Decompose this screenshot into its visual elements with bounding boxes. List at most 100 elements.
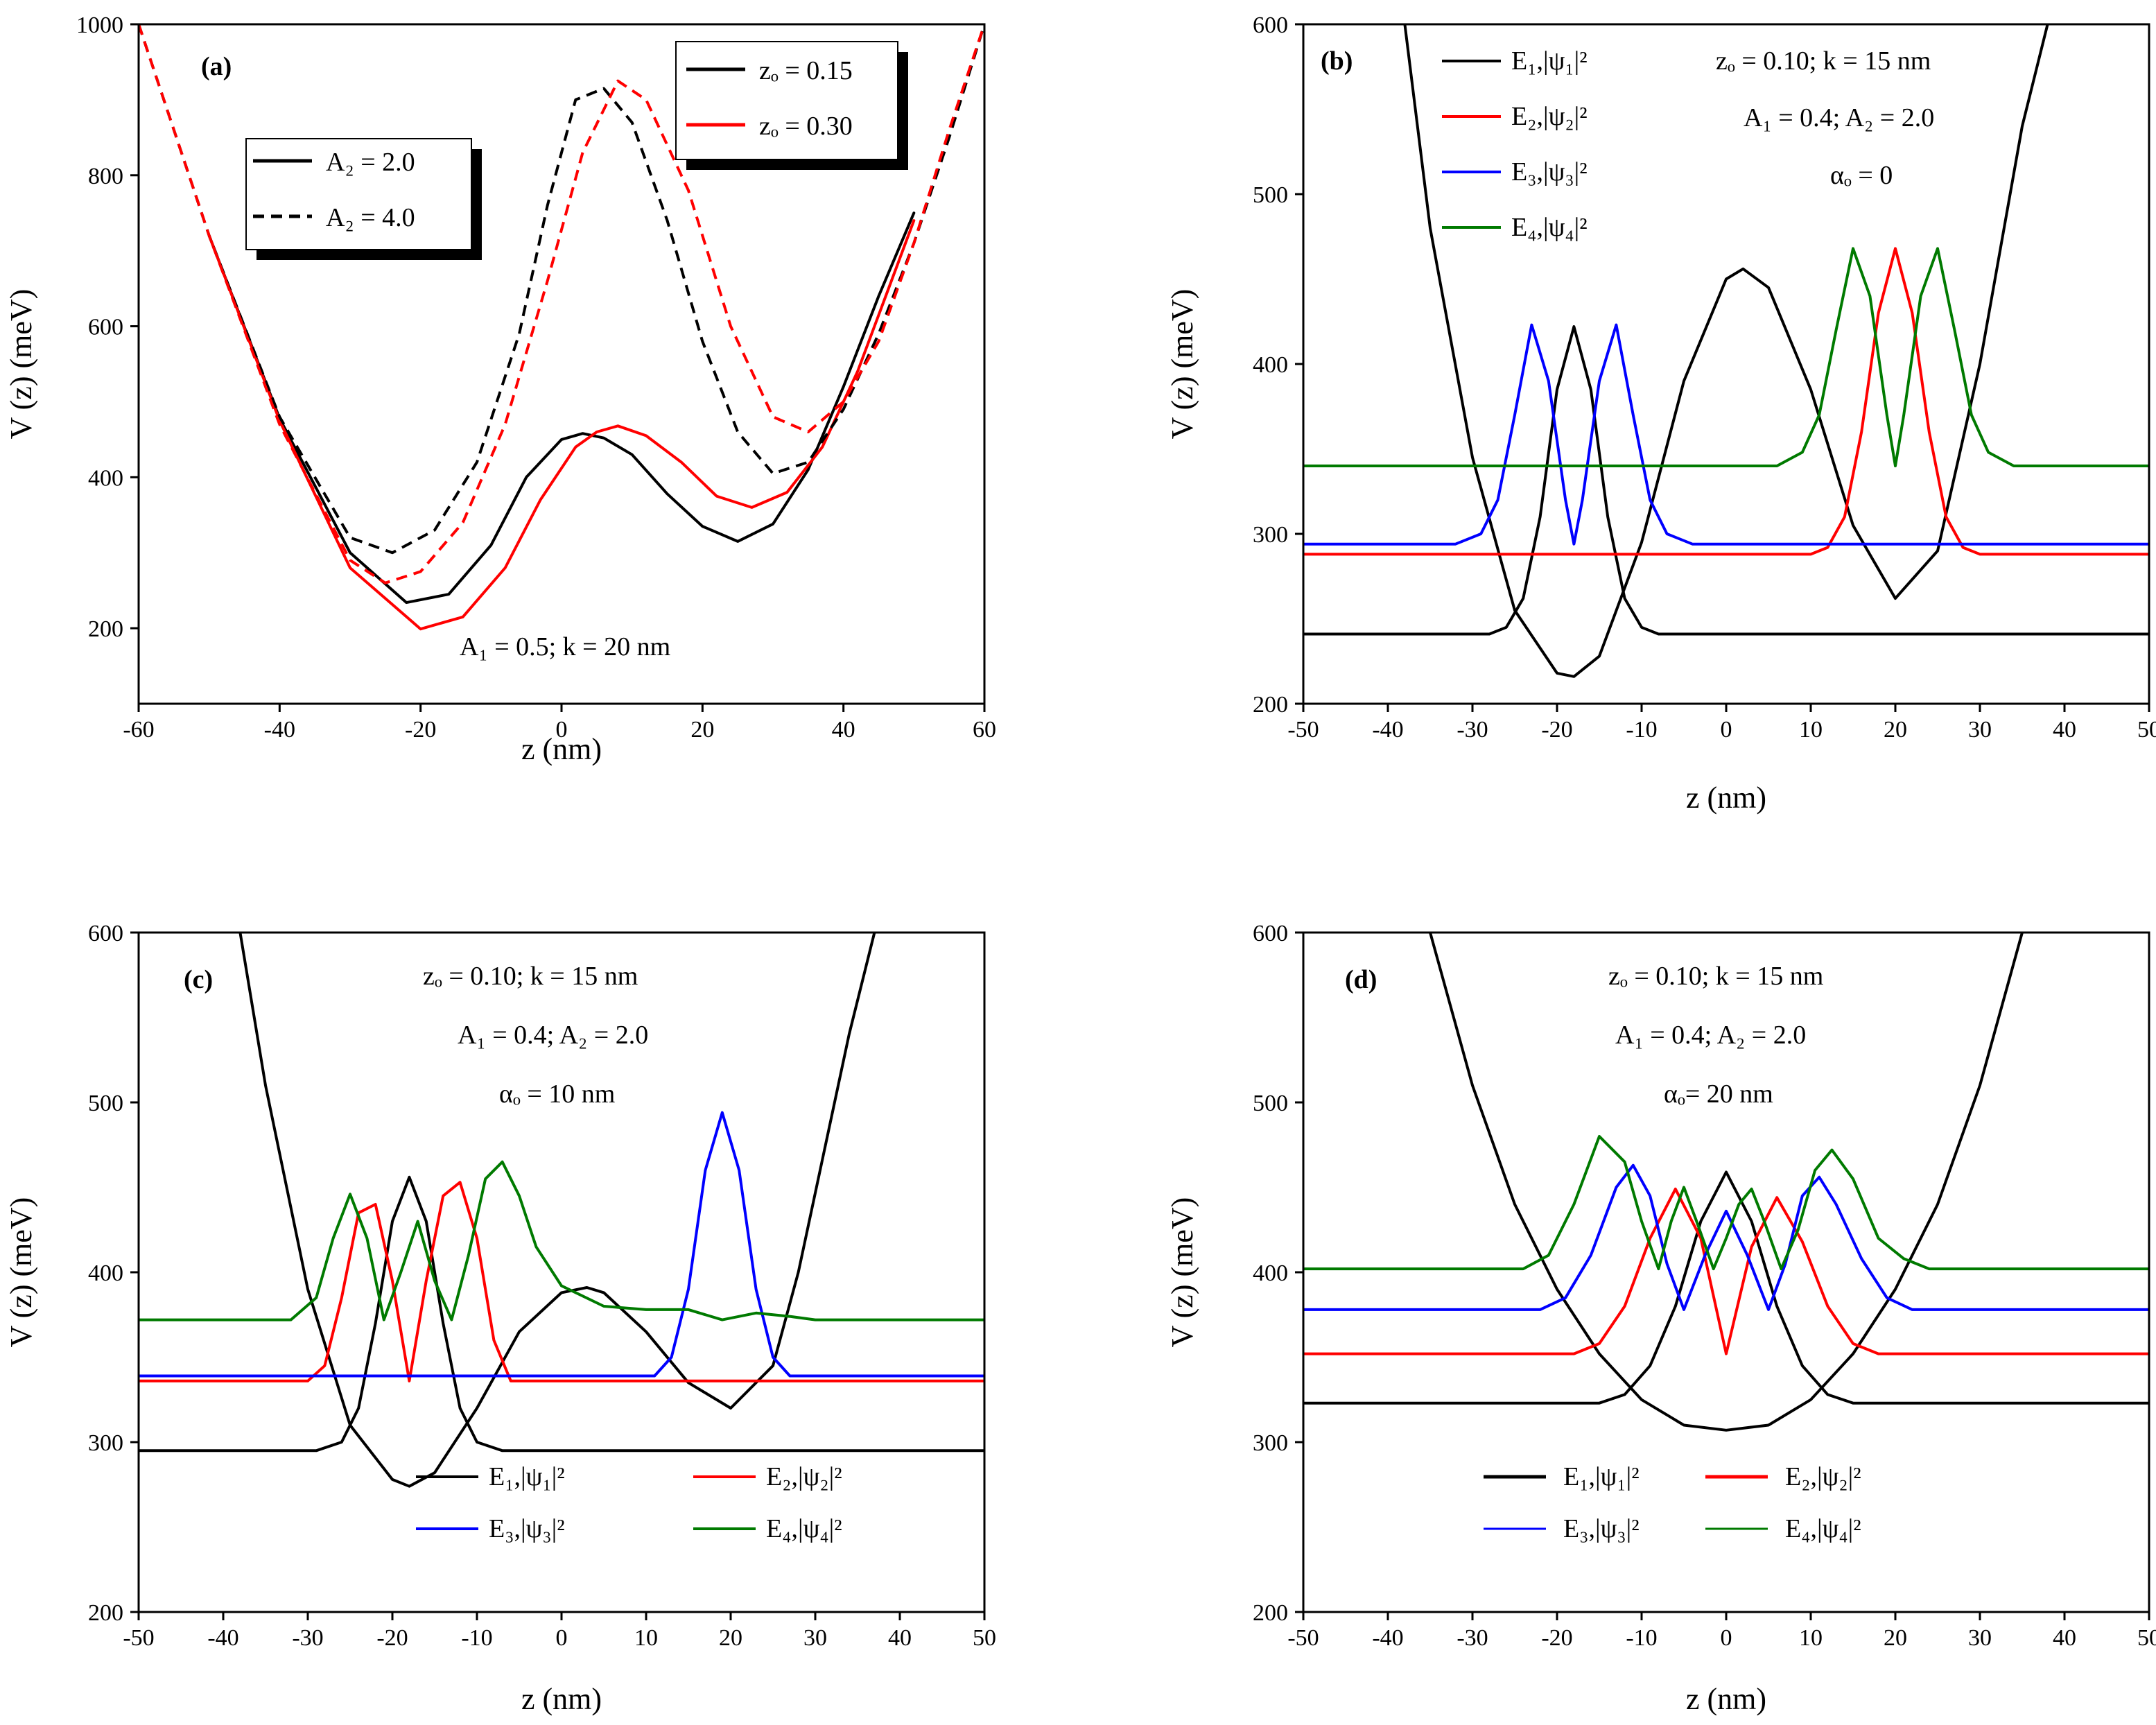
annotation: A₁ = 0.4; A₂ = 2.0 (458, 1021, 648, 1050)
x-tick-label: 40 (2053, 1625, 2076, 1651)
y-axis-label: V (z) (meV) (1165, 289, 1199, 440)
series-group (1303, 933, 2149, 1432)
x-tick-label: 40 (832, 717, 855, 743)
y-tick-label: 400 (1253, 1260, 1288, 1286)
legend: E₁,|ψ₁|² E₂,|ψ₂|² E₃,|ψ₃|² E₄,|ψ₄|² (1442, 46, 1588, 242)
annotation: αₒ = 10 nm (499, 1080, 615, 1109)
panel-label: (b) (1321, 46, 1353, 76)
x-tick-label: 40 (888, 1625, 912, 1651)
y-tick-label: 300 (1253, 522, 1288, 548)
x-tick-label: -50 (1287, 717, 1319, 743)
x-tick-label: -10 (1626, 717, 1657, 743)
y-tick-label: 400 (88, 1260, 123, 1286)
x-tick-label: -50 (123, 1625, 154, 1651)
x-tick-label: -40 (207, 1625, 238, 1651)
series-line (1303, 323, 2149, 546)
legend-box (245, 138, 472, 250)
legend-label: E₁,|ψ₁|² (1563, 1462, 1640, 1491)
x-tick-label: -20 (376, 1625, 408, 1651)
x-tick-label: 60 (973, 717, 996, 743)
x-axis-label: z (nm) (1686, 1682, 1766, 1716)
series-line (1303, 1135, 2149, 1271)
x-tick-label: -50 (1287, 1625, 1319, 1651)
x-axis-label: z (nm) (1686, 781, 1766, 815)
x-tick-label: -10 (1626, 1625, 1657, 1651)
series-line (207, 219, 916, 631)
panel-label: (c) (184, 965, 213, 994)
x-tick-label: -40 (1372, 717, 1403, 743)
series-line (139, 1181, 984, 1382)
series-line (139, 1160, 984, 1321)
series-line (139, 1175, 984, 1453)
legend: E₁,|ψ₁|² E₂,|ψ₂|² E₃,|ψ₃|² E₄,|ψ₄|² (1484, 1462, 1861, 1543)
x-tick-label: 30 (1968, 1625, 1992, 1651)
y-tick-label: 600 (1253, 12, 1288, 38)
legend-label: A₂ = 2.0 (326, 148, 415, 177)
x-tick-label: 10 (1799, 717, 1823, 743)
series-line (139, 1111, 984, 1378)
x-tick-label: 20 (719, 1625, 742, 1651)
legend-label: zₒ = 0.15 (759, 56, 853, 85)
panel-c: -50 -40 -30 -20 -10 0 10 20 30 40 50 200 300 400 500 60… (4, 921, 996, 1716)
series-line (1303, 1187, 2149, 1355)
legend-label: E₃,|ψ₃|² (489, 1514, 565, 1543)
x-tick-label: 50 (2137, 1625, 2156, 1651)
y-tick-label: 300 (1253, 1430, 1288, 1456)
x-tick-label: -30 (1457, 717, 1488, 743)
y-tick-label: 200 (88, 616, 123, 642)
series-line (1303, 247, 2149, 467)
panel-d: -50 -40 -30 -20 -10 0 10 20 30 40 50 200 300 400 500 60… (1165, 921, 2156, 1716)
x-tick-label: 0 (556, 717, 568, 743)
series-line (207, 211, 916, 605)
series-line (238, 933, 876, 1488)
legend-label: E₃,|ψ₃|² (1511, 157, 1588, 187)
panel-label: (d) (1345, 965, 1377, 994)
legend-label: A₂ = 4.0 (326, 203, 415, 232)
series-line (1429, 933, 2024, 1432)
legend-z0: zₒ = 0.15 zₒ = 0.30 (675, 41, 908, 170)
x-tick-label: -60 (123, 717, 154, 743)
y-axis-label: V (z) (meV) (4, 1197, 38, 1348)
x-tick-label: -20 (1541, 1625, 1572, 1651)
x-tick-label: 10 (634, 1625, 658, 1651)
legend-label: E₁,|ψ₁|² (489, 1462, 565, 1491)
legend-a2: A₂ = 2.0 A₂ = 4.0 (245, 138, 482, 260)
panel-label: (a) (201, 52, 232, 81)
x-tick-label: 30 (1968, 717, 1992, 743)
legend-label: E₄,|ψ₄|² (1511, 213, 1588, 242)
series-line (1303, 1163, 2149, 1311)
annotation: A₁ = 0.4; A₂ = 2.0 (1744, 103, 1934, 132)
x-tick-label: 0 (556, 1625, 568, 1651)
x-tick-label: 0 (1721, 1625, 1732, 1651)
x-tick-label: 20 (1884, 717, 1907, 743)
x-tick-label: -30 (1457, 1625, 1488, 1651)
annotation: zₒ = 0.10; k = 15 nm (423, 962, 638, 991)
x-tick-label: -20 (1541, 717, 1572, 743)
annotation: zₒ = 0.10; k = 15 nm (1608, 962, 1823, 991)
x-tick-label: 50 (973, 1625, 996, 1651)
x-tick-label: -40 (264, 717, 295, 743)
x-tick-label: 20 (1884, 1625, 1907, 1651)
series-group (139, 933, 984, 1488)
y-tick-label: 200 (1253, 692, 1288, 718)
y-tick-label: 400 (1253, 352, 1288, 378)
series-line (1303, 325, 2149, 636)
x-tick-label: -20 (405, 717, 436, 743)
y-tick-label: 600 (1253, 921, 1288, 946)
y-tick-label: 200 (1253, 1600, 1288, 1626)
panel-b: -50 -40 -30 -20 -10 0 10 20 30 40 50 200 300 400 500 60… (1165, 12, 2156, 815)
panel-a: -60 -40 -20 0 20 40 60 200 400 600 800 1000 z (nm) V … (4, 12, 996, 766)
x-tick-label: 10 (1799, 1625, 1823, 1651)
y-tick-label: 500 (1253, 1091, 1288, 1116)
y-axis-label: V (z) (meV) (1165, 1197, 1199, 1348)
series-line (139, 24, 984, 584)
x-tick-label: -10 (461, 1625, 492, 1651)
series-group (1303, 24, 2149, 678)
x-tick-label: 30 (803, 1625, 827, 1651)
y-tick-label: 200 (88, 1600, 123, 1626)
x-tick-label: 0 (1721, 717, 1732, 743)
x-axis-label: z (nm) (521, 732, 602, 766)
annotation: A₁ = 0.5; k = 20 nm (460, 632, 670, 661)
legend-label: E₃,|ψ₃|² (1563, 1514, 1640, 1543)
